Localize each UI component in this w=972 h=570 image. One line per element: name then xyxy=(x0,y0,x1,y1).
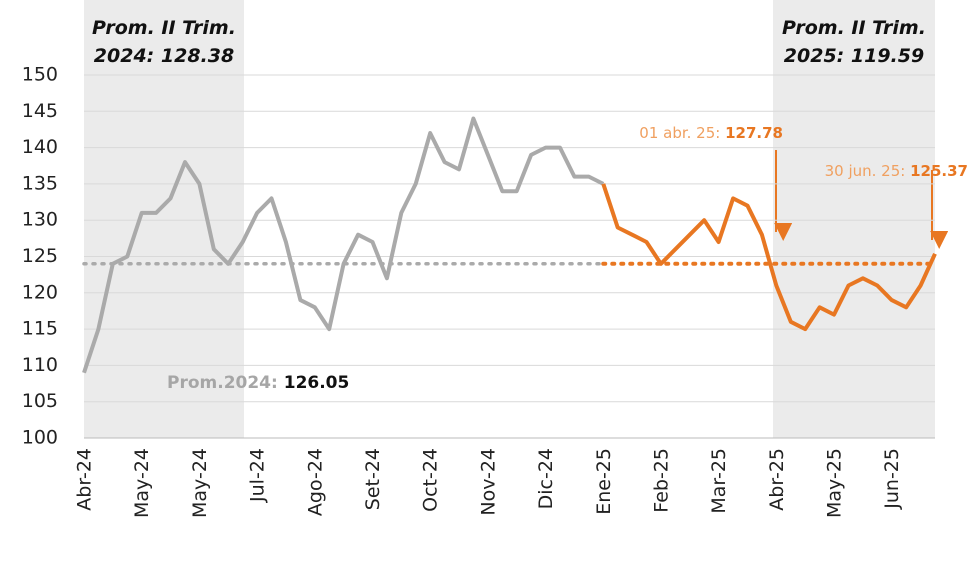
annotation-label: Prom. II Trim. xyxy=(92,17,236,39)
annotation: Prom.2024: 126.05 xyxy=(167,373,349,393)
annotation-label: 2025: xyxy=(784,45,844,67)
y-tick-label: 105 xyxy=(22,390,58,412)
annotation: 2025: 119.59 xyxy=(784,45,924,67)
y-tick-label: 135 xyxy=(22,172,58,194)
x-tick-label: Set-24 xyxy=(362,448,384,510)
x-tick-label: Feb-25 xyxy=(650,448,672,513)
x-tick-label: May-24 xyxy=(189,448,211,518)
annotation-label: 30 jun. 25: xyxy=(825,162,906,180)
annotation-label: Prom. II Trim. xyxy=(782,17,926,39)
x-tick-label: Abr-25 xyxy=(766,448,788,511)
x-tick-label: Abr-24 xyxy=(74,448,96,511)
annotation-value: 127.78 xyxy=(725,124,783,142)
x-tick-label: Nov-24 xyxy=(477,448,499,516)
annotation-label: 01 abr. 25: xyxy=(639,124,720,142)
annotation: Prom. II Trim. xyxy=(92,17,236,39)
x-tick-label: Mar-25 xyxy=(708,448,730,514)
annotation: 01 abr. 25: 127.78 xyxy=(639,124,783,142)
annotation-label: 2024: xyxy=(94,45,154,67)
x-tick-label: Ago-24 xyxy=(304,448,326,516)
x-tick-label: Dic-24 xyxy=(535,448,557,509)
annotation-label: Prom.2024: xyxy=(167,373,278,393)
x-tick-label: Jun-25 xyxy=(881,448,903,510)
annotation-value: 125.37 xyxy=(910,162,968,180)
annotation: 30 jun. 25: 125.37 xyxy=(825,162,968,180)
x-tick-label: May-25 xyxy=(824,448,846,518)
series-line xyxy=(601,183,937,332)
annotation: Prom. II Trim. xyxy=(782,17,926,39)
annotation-value: 128.38 xyxy=(161,45,234,67)
y-tick-label: 120 xyxy=(22,281,58,303)
series-line xyxy=(82,116,605,374)
y-tick-label: 140 xyxy=(22,136,58,158)
y-tick-label: 130 xyxy=(22,209,58,231)
annotation-value: 119.59 xyxy=(851,45,924,67)
x-tick-label: May-24 xyxy=(131,448,153,518)
y-tick-label: 110 xyxy=(22,354,58,376)
annotation-space xyxy=(844,45,851,67)
x-tick-label: Jul-24 xyxy=(247,448,269,503)
y-tick-label: 115 xyxy=(22,318,58,340)
y-tick-label: 125 xyxy=(22,245,58,267)
x-tick-label: Oct-24 xyxy=(420,448,442,512)
annotation: 2024: 128.38 xyxy=(94,45,234,67)
x-tick-label: Ene-25 xyxy=(593,448,615,515)
y-tick-label: 150 xyxy=(22,64,58,86)
annotation-value: 126.05 xyxy=(284,373,350,393)
y-tick-label: 145 xyxy=(22,100,58,122)
annotation-space xyxy=(154,45,161,67)
y-tick-label: 100 xyxy=(22,427,58,449)
